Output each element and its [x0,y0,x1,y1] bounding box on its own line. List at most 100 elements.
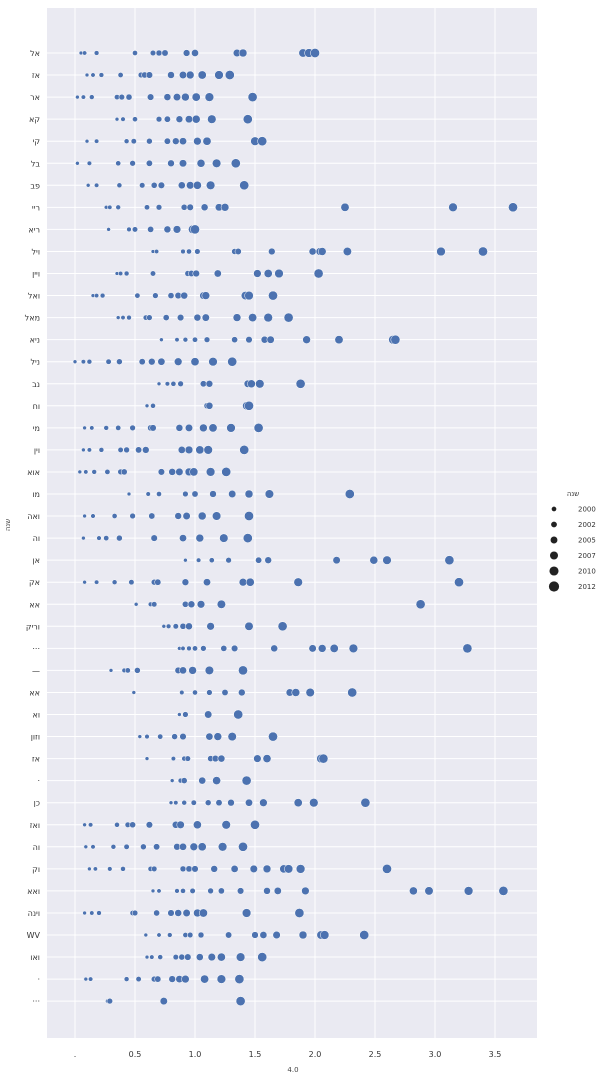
data-point [251,931,259,939]
data-point [135,446,143,454]
data-point [177,181,186,190]
data-point [185,622,193,631]
data-point [174,888,180,894]
data-point [115,315,121,320]
data-point [235,996,246,1006]
data-point [82,579,87,585]
data-point [123,843,130,850]
data-point [209,490,217,498]
x-tick-label: 0.5 [129,1050,142,1059]
data-point [347,687,358,698]
data-point [172,954,179,961]
data-point [154,578,162,586]
data-point [144,734,150,740]
data-point [247,92,258,102]
data-point [227,356,238,367]
data-point [191,49,199,57]
data-point [82,425,87,431]
data-point [217,842,228,852]
data-point [132,50,138,56]
data-point [88,976,94,982]
data-point [133,602,139,607]
data-point [111,579,118,585]
data-point [181,578,190,586]
data-point [360,797,371,808]
data-point [268,290,278,301]
data-point [334,335,344,345]
data-point [216,599,226,609]
data-point [204,665,214,675]
data-point [107,866,113,872]
data-point [150,182,158,189]
data-point [255,556,263,564]
data-point [92,866,98,872]
data-point [208,557,215,564]
data-point [409,886,418,896]
data-point [245,336,253,344]
data-point [168,468,176,476]
data-point [208,423,218,433]
data-point [205,401,214,410]
data-point [454,577,464,588]
data-point [171,733,178,740]
legend-label: 2000 [578,506,596,514]
data-point [244,489,254,499]
data-point [244,621,254,631]
data-point [448,202,458,212]
data-point [182,711,189,718]
data-point [187,931,194,939]
data-point [344,489,355,499]
data-point [142,446,150,454]
data-point [184,755,191,762]
data-point [207,953,216,962]
data-point [245,798,253,807]
data-point [104,469,111,475]
data-point [86,447,92,453]
data-point [318,644,327,653]
data-point [242,114,253,125]
y-tick-label: אן [32,556,40,565]
legend-marker [548,581,560,592]
data-point [175,115,184,123]
data-point [195,533,205,543]
data-point [151,601,158,608]
data-point [77,469,83,475]
data-point [90,513,96,519]
data-point [359,930,370,940]
data-point [84,138,90,144]
y-tick-label: וזון [31,733,40,742]
data-point [80,359,86,365]
data-point [120,315,126,321]
y-tick-label: · [37,777,40,786]
data-point [137,734,143,739]
data-point [219,533,229,543]
data-point [120,866,126,872]
data-point [82,50,88,56]
data-point [90,72,96,78]
data-point [173,800,179,806]
data-point [105,358,112,365]
y-tick-label: אז [32,71,40,80]
y-tick-label: אא [29,600,40,609]
y-tick-label: · [37,975,40,984]
data-point [181,799,187,806]
data-point [183,557,188,563]
data-point [197,931,205,939]
data-point [123,138,130,144]
data-point [230,158,241,169]
data-point [205,732,214,741]
data-point [210,865,218,873]
y-tick-label: פב [30,181,40,190]
data-point [151,865,158,872]
data-point [86,160,92,166]
data-point [203,445,213,455]
data-point [224,70,235,80]
data-point [244,511,254,521]
data-point [205,799,212,806]
data-point [225,931,233,939]
data-point [181,974,190,984]
data-point [153,843,161,851]
data-point [116,182,123,189]
y-tick-label: וינה [28,909,40,918]
